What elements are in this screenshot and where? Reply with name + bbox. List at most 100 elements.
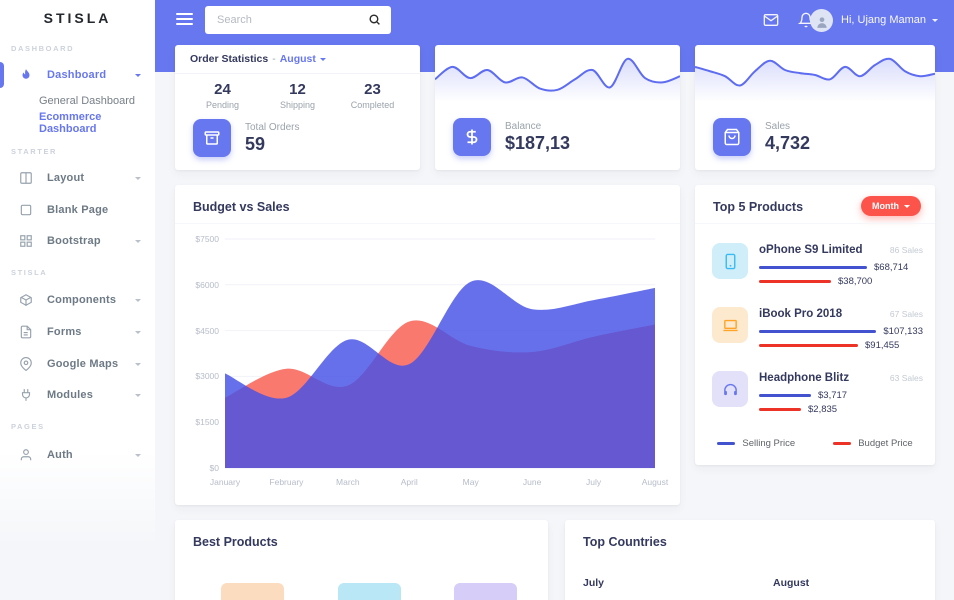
active-indicator — [0, 62, 4, 88]
x-tick-label: April — [400, 477, 418, 487]
x-tick-label: August — [641, 477, 669, 487]
stat-value: 12 — [289, 81, 306, 98]
card-title: Top Countries — [583, 535, 667, 549]
dollar-icon — [453, 118, 491, 156]
chevron-down-icon — [932, 18, 938, 25]
budget-price-bar — [759, 343, 858, 347]
plug-icon — [19, 388, 33, 402]
chevron-down-icon — [135, 453, 141, 460]
selling-price-bar — [759, 393, 811, 397]
budget-price-bar — [759, 279, 831, 283]
balance-sparkline-chart — [435, 57, 680, 107]
month-filter-button[interactable]: Month — [861, 196, 921, 216]
product-sales-count: 63 Sales — [889, 373, 923, 383]
search-box — [205, 6, 391, 34]
search-input[interactable] — [205, 6, 391, 34]
card-title: Top 5 Products — [713, 200, 804, 214]
sidebar-item-label: Components — [47, 294, 117, 306]
y-tick-label: $4500 — [195, 325, 219, 336]
card-title: Best Products — [193, 535, 278, 549]
chevron-down-icon — [135, 362, 141, 369]
sidebar-item-label: Forms — [47, 326, 82, 338]
sales-label: Sales — [765, 120, 791, 132]
chevron-down-icon — [135, 239, 141, 246]
month-filter-label: Month — [872, 201, 899, 211]
shopping-bag-icon — [713, 118, 751, 156]
product-name: oPhone S9 Limited — [759, 244, 863, 256]
sales-value: 4,732 — [765, 132, 811, 153]
chart-legend: Selling Price Budget Price — [695, 438, 935, 449]
total-orders-value: 59 — [245, 133, 266, 154]
search-icon[interactable] — [368, 13, 381, 26]
sidebar-section-stisla: STISLA — [11, 268, 48, 277]
sidebar-item-modules[interactable]: Modules — [0, 380, 155, 410]
sidebar-item-google-maps[interactable]: Google Maps — [0, 349, 155, 379]
period-dropdown[interactable]: August — [280, 53, 326, 65]
selling-price-value: $68,714 — [874, 261, 909, 273]
sidebar-item-forms[interactable]: Forms — [0, 317, 155, 347]
mail-icon[interactable] — [763, 12, 779, 28]
selling-price-value: $107,133 — [883, 325, 923, 337]
column-header-july: July — [583, 577, 605, 589]
product-thumbnail — [338, 583, 401, 600]
selling-price-bar — [759, 265, 867, 269]
columns-icon — [19, 171, 33, 185]
stat-label: Completed — [350, 100, 395, 110]
stat-shipping: 12 Shipping — [260, 81, 335, 110]
chart-title: Budget vs Sales — [193, 200, 290, 214]
y-tick-label: $0 — [209, 463, 219, 473]
archive-icon — [193, 119, 231, 157]
sidebar-section-pages: PAGES — [11, 422, 45, 431]
sidebar-item-label: Dashboard — [47, 69, 107, 81]
sidebar-item-auth[interactable]: Auth — [0, 440, 155, 470]
balance-card: Balance $187,13 — [435, 45, 680, 170]
top-products-card: Top 5 Products Month oPhone S9 Limited 8… — [695, 185, 935, 465]
budget-price-value: $91,455 — [865, 339, 900, 351]
sidebar-item-label: Layout — [47, 172, 85, 184]
chevron-down-icon — [135, 393, 141, 400]
budget-price-value: $2,835 — [808, 403, 838, 415]
product-sales-count: 67 Sales — [889, 309, 923, 319]
sidebar-section-starter: STARTER — [11, 147, 58, 156]
sidebar-item-layout[interactable]: Layout — [0, 163, 155, 193]
budget-price-value: $38,700 — [838, 275, 873, 287]
square-icon — [19, 203, 33, 217]
brand-logo[interactable]: STISLA — [43, 10, 112, 26]
sidebar-item-dashboard[interactable]: Dashboard — [0, 60, 155, 90]
sales-card: Sales 4,732 — [695, 45, 935, 170]
legend-dash-red — [833, 442, 852, 445]
period-label: August — [279, 53, 316, 65]
sidebar-item-label: Google Maps — [47, 358, 119, 370]
balance-value: $187,13 — [505, 132, 571, 153]
sidebar-item-bootstrap[interactable]: Bootstrap — [0, 226, 155, 256]
title-separator: - — [272, 53, 276, 65]
divider — [695, 223, 935, 224]
chevron-down-icon — [904, 204, 910, 211]
product-thumbnail — [221, 583, 284, 600]
sidebar-item-label: Blank Page — [47, 204, 109, 216]
sidebar-item-ecommerce-dashboard[interactable]: Ecommerce Dashboard — [39, 111, 102, 135]
sidebar-item-label: Bootstrap — [47, 235, 101, 247]
budget-price-bar — [759, 407, 801, 411]
hamburger-menu-icon[interactable] — [176, 13, 193, 26]
budget-vs-sales-card: Budget vs Sales $7500 $6000 $4500 $3000 $150… — [175, 185, 680, 505]
sidebar-item-components[interactable]: Components — [0, 285, 155, 315]
sidebar-item-general-dashboard[interactable]: General Dashboard — [39, 95, 136, 107]
user-menu[interactable]: Hi, Ujang Maman — [810, 8, 938, 32]
legend-label: Budget Price — [858, 438, 913, 449]
legend-label: Selling Price — [742, 438, 796, 449]
smartphone-icon — [712, 243, 748, 279]
sidebar-item-blank-page[interactable]: Blank Page — [0, 195, 155, 225]
product-name: iBook Pro 2018 — [759, 308, 843, 320]
top-countries-card: Top Countries July August — [565, 520, 935, 600]
product-name: Headphone Blitz — [759, 372, 850, 384]
product-item: oPhone S9 Limited 86 Sales $68,714 $38,7… — [712, 240, 923, 298]
avatar — [810, 8, 834, 32]
selling-price-bar — [759, 329, 877, 333]
divider — [175, 223, 680, 224]
y-tick-label: $3000 — [195, 371, 219, 382]
sidebar-item-label: Auth — [47, 449, 73, 461]
x-tick-label: July — [586, 477, 602, 487]
fire-icon — [19, 68, 33, 82]
